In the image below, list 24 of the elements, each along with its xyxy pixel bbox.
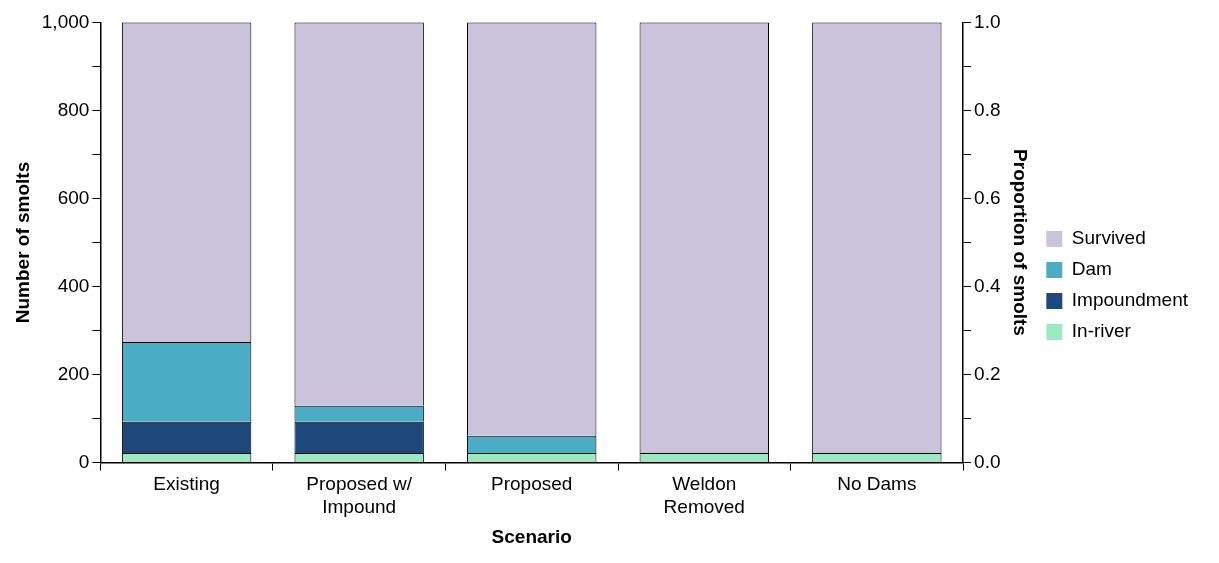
y-tick-label: 200 bbox=[57, 362, 90, 384]
y2-tick-label: 0.8 bbox=[974, 98, 1001, 120]
y2-axis-title: Proportion of smolts bbox=[1009, 149, 1031, 336]
y-tick-label: 400 bbox=[57, 274, 90, 296]
y2-tick-label: 0.4 bbox=[974, 274, 1001, 296]
x-tick-label: Weldon Removed bbox=[663, 473, 745, 518]
x-tick-label: Proposed w/ Impound bbox=[306, 473, 413, 518]
x-axis-title: Scenario bbox=[491, 525, 572, 547]
y-tick-label: 1,000 bbox=[41, 10, 90, 32]
y-tick-label: 600 bbox=[57, 186, 90, 208]
x-tick-label: Existing bbox=[153, 473, 220, 495]
x-tick-label: Proposed bbox=[491, 473, 573, 495]
y2-tick-label: 0.6 bbox=[974, 186, 1001, 208]
legend-label: In-river bbox=[1071, 320, 1132, 342]
y2-tick-label: 1.0 bbox=[974, 10, 1001, 32]
legend-label: Dam bbox=[1071, 258, 1112, 280]
y-tick-label: 0 bbox=[78, 450, 90, 472]
legend-label: Impoundment bbox=[1071, 289, 1189, 311]
y2-tick-label: 0.0 bbox=[974, 450, 1001, 472]
y-tick-label: 800 bbox=[57, 98, 90, 120]
y2-tick-label: 0.2 bbox=[974, 362, 1001, 384]
y-axis-title: Number of smolts bbox=[11, 161, 33, 324]
legend-label: Survived bbox=[1071, 227, 1146, 249]
x-tick-label: No Dams bbox=[837, 473, 917, 495]
